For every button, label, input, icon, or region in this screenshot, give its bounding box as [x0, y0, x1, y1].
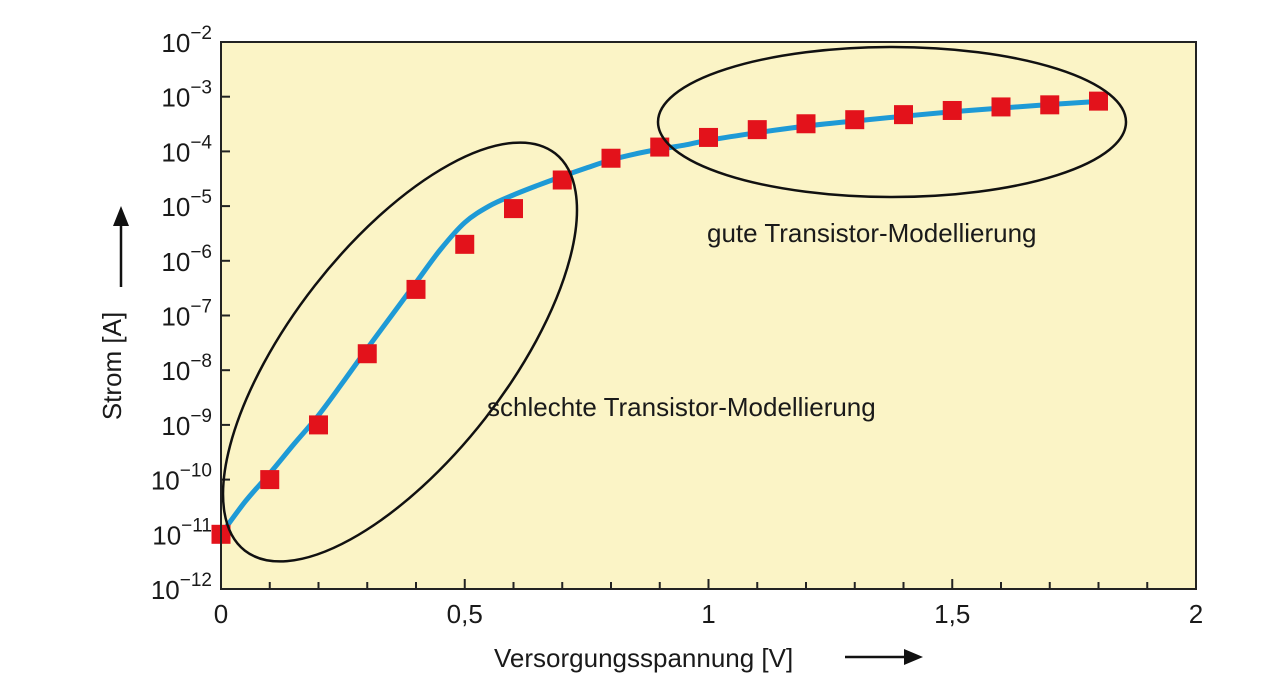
- data-point: [504, 199, 523, 219]
- annotation-good-modeling: gute Transistor-Modellierung: [707, 218, 1037, 248]
- y-tick-label: 10−6: [161, 242, 212, 277]
- y-axis-arrow-icon: [113, 206, 129, 287]
- data-point: [1089, 91, 1108, 111]
- data-point: [260, 470, 280, 490]
- data-point: [747, 120, 767, 140]
- data-point: [991, 97, 1011, 117]
- x-tick-label: 2: [1189, 599, 1203, 629]
- y-tick-label: 10−11: [152, 515, 212, 550]
- data-point: [1040, 95, 1060, 115]
- data-point: [309, 415, 328, 435]
- data-point: [455, 234, 475, 254]
- y-tick-label: 10−10: [151, 461, 212, 496]
- y-tick-label: 10−4: [161, 132, 212, 167]
- x-tick-label: 0: [214, 599, 228, 629]
- data-point: [796, 114, 816, 134]
- plot-area: [221, 42, 1196, 589]
- x-axis-arrow-icon: [845, 649, 923, 665]
- x-tick-labels: 0 0,5 1 1,5 2: [214, 599, 1203, 629]
- x-arrow-head: [904, 649, 923, 665]
- y-arrow-head: [113, 206, 129, 226]
- plot-frame: [220, 41, 1197, 590]
- data-point: [699, 127, 718, 147]
- x-axis-title: Versorgungsspannung [V]: [494, 643, 793, 673]
- y-tick-label: 10−5: [161, 187, 212, 222]
- y-tick-label: 10−8: [161, 351, 212, 386]
- y-tick-label: 10−2: [161, 23, 212, 58]
- annotation-poor-modeling: schlechte Transistor-Modellierung: [487, 392, 876, 422]
- x-tick-label: 0,5: [447, 599, 483, 629]
- y-tick-label: 10−12: [151, 570, 212, 605]
- data-point: [894, 105, 913, 125]
- data-point: [601, 148, 621, 168]
- measurement-markers: [211, 91, 1108, 544]
- y-tick-label: 10−9: [161, 406, 212, 441]
- x-tick-label: 1,5: [934, 599, 970, 629]
- data-point: [942, 100, 962, 120]
- y-tick-labels: 10−2 10−3 10−4 10−5 10−6 10−7 10−8 10−9 10−10 10−…: [151, 23, 213, 605]
- data-point: [552, 170, 572, 190]
- y-tick-label: 10−3: [161, 78, 212, 113]
- data-point: [406, 279, 426, 299]
- data-point: [650, 137, 670, 157]
- data-point: [357, 344, 377, 364]
- data-point: [845, 110, 865, 130]
- x-tick-label: 1: [701, 599, 715, 629]
- good-modeling-ellipse: [656, 45, 1128, 199]
- poor-modeling-ellipse: [221, 141, 579, 563]
- y-tick-label: 10−7: [161, 297, 212, 332]
- y-axis-title: Strom [A]: [97, 312, 127, 420]
